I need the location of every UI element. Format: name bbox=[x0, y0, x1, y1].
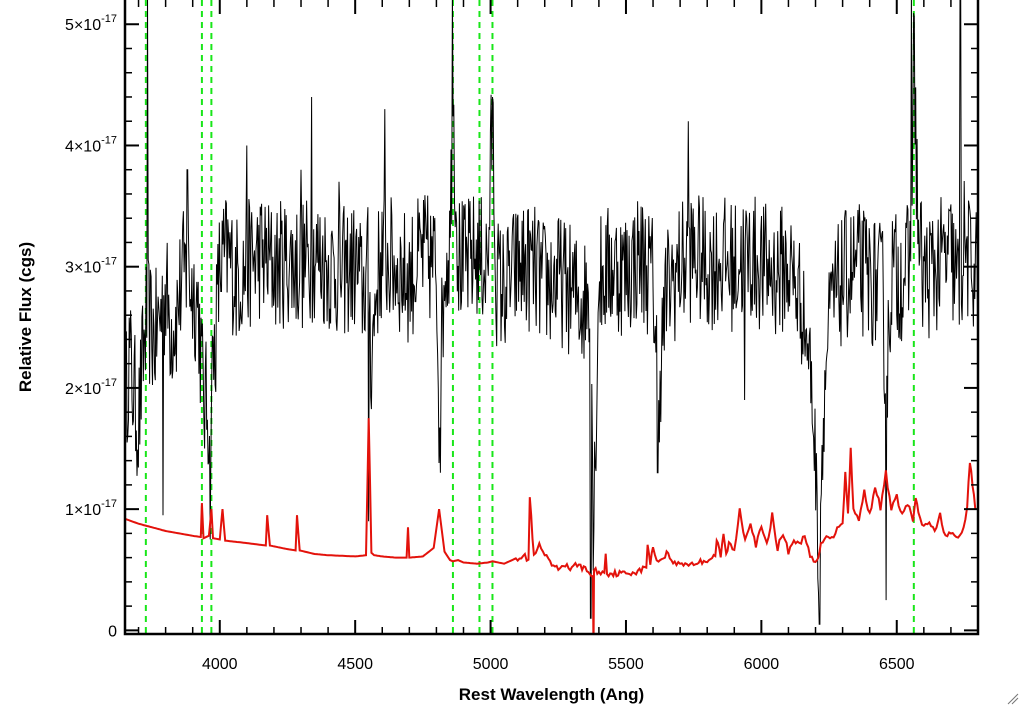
plot-frame bbox=[123, 0, 980, 636]
y-tick-label: 0 bbox=[108, 623, 117, 640]
y-tick-label: 2×10-17 bbox=[65, 377, 117, 398]
series-layer bbox=[125, 0, 978, 634]
y-axis-title: Relative Flux (cgs) bbox=[16, 242, 35, 392]
x-tick-label: 5500 bbox=[608, 656, 644, 673]
y-tick-label: 5×10-17 bbox=[65, 13, 117, 34]
x-tick-label: 6000 bbox=[744, 656, 780, 673]
x-axis-title: Rest Wavelength (Ang) bbox=[459, 685, 644, 704]
y-tick-label: 4×10-17 bbox=[65, 134, 117, 155]
y-tick-label: 3×10-17 bbox=[65, 256, 117, 277]
x-tick-label: 6500 bbox=[879, 656, 915, 673]
x-tick-label: 4000 bbox=[202, 656, 238, 673]
series-observed bbox=[125, 0, 978, 625]
series-model bbox=[125, 418, 977, 634]
ticks: 4000 4500 5000 5500 6000 6500 0 1×10-17 2×10-17 3… bbox=[65, 0, 979, 673]
axes bbox=[123, 0, 980, 636]
x-tick-label: 4500 bbox=[337, 656, 373, 673]
resize-grip-icon[interactable] bbox=[1007, 693, 1019, 705]
x-tick-label: 5000 bbox=[473, 656, 509, 673]
y-tick-label: 1×10-17 bbox=[65, 498, 117, 519]
